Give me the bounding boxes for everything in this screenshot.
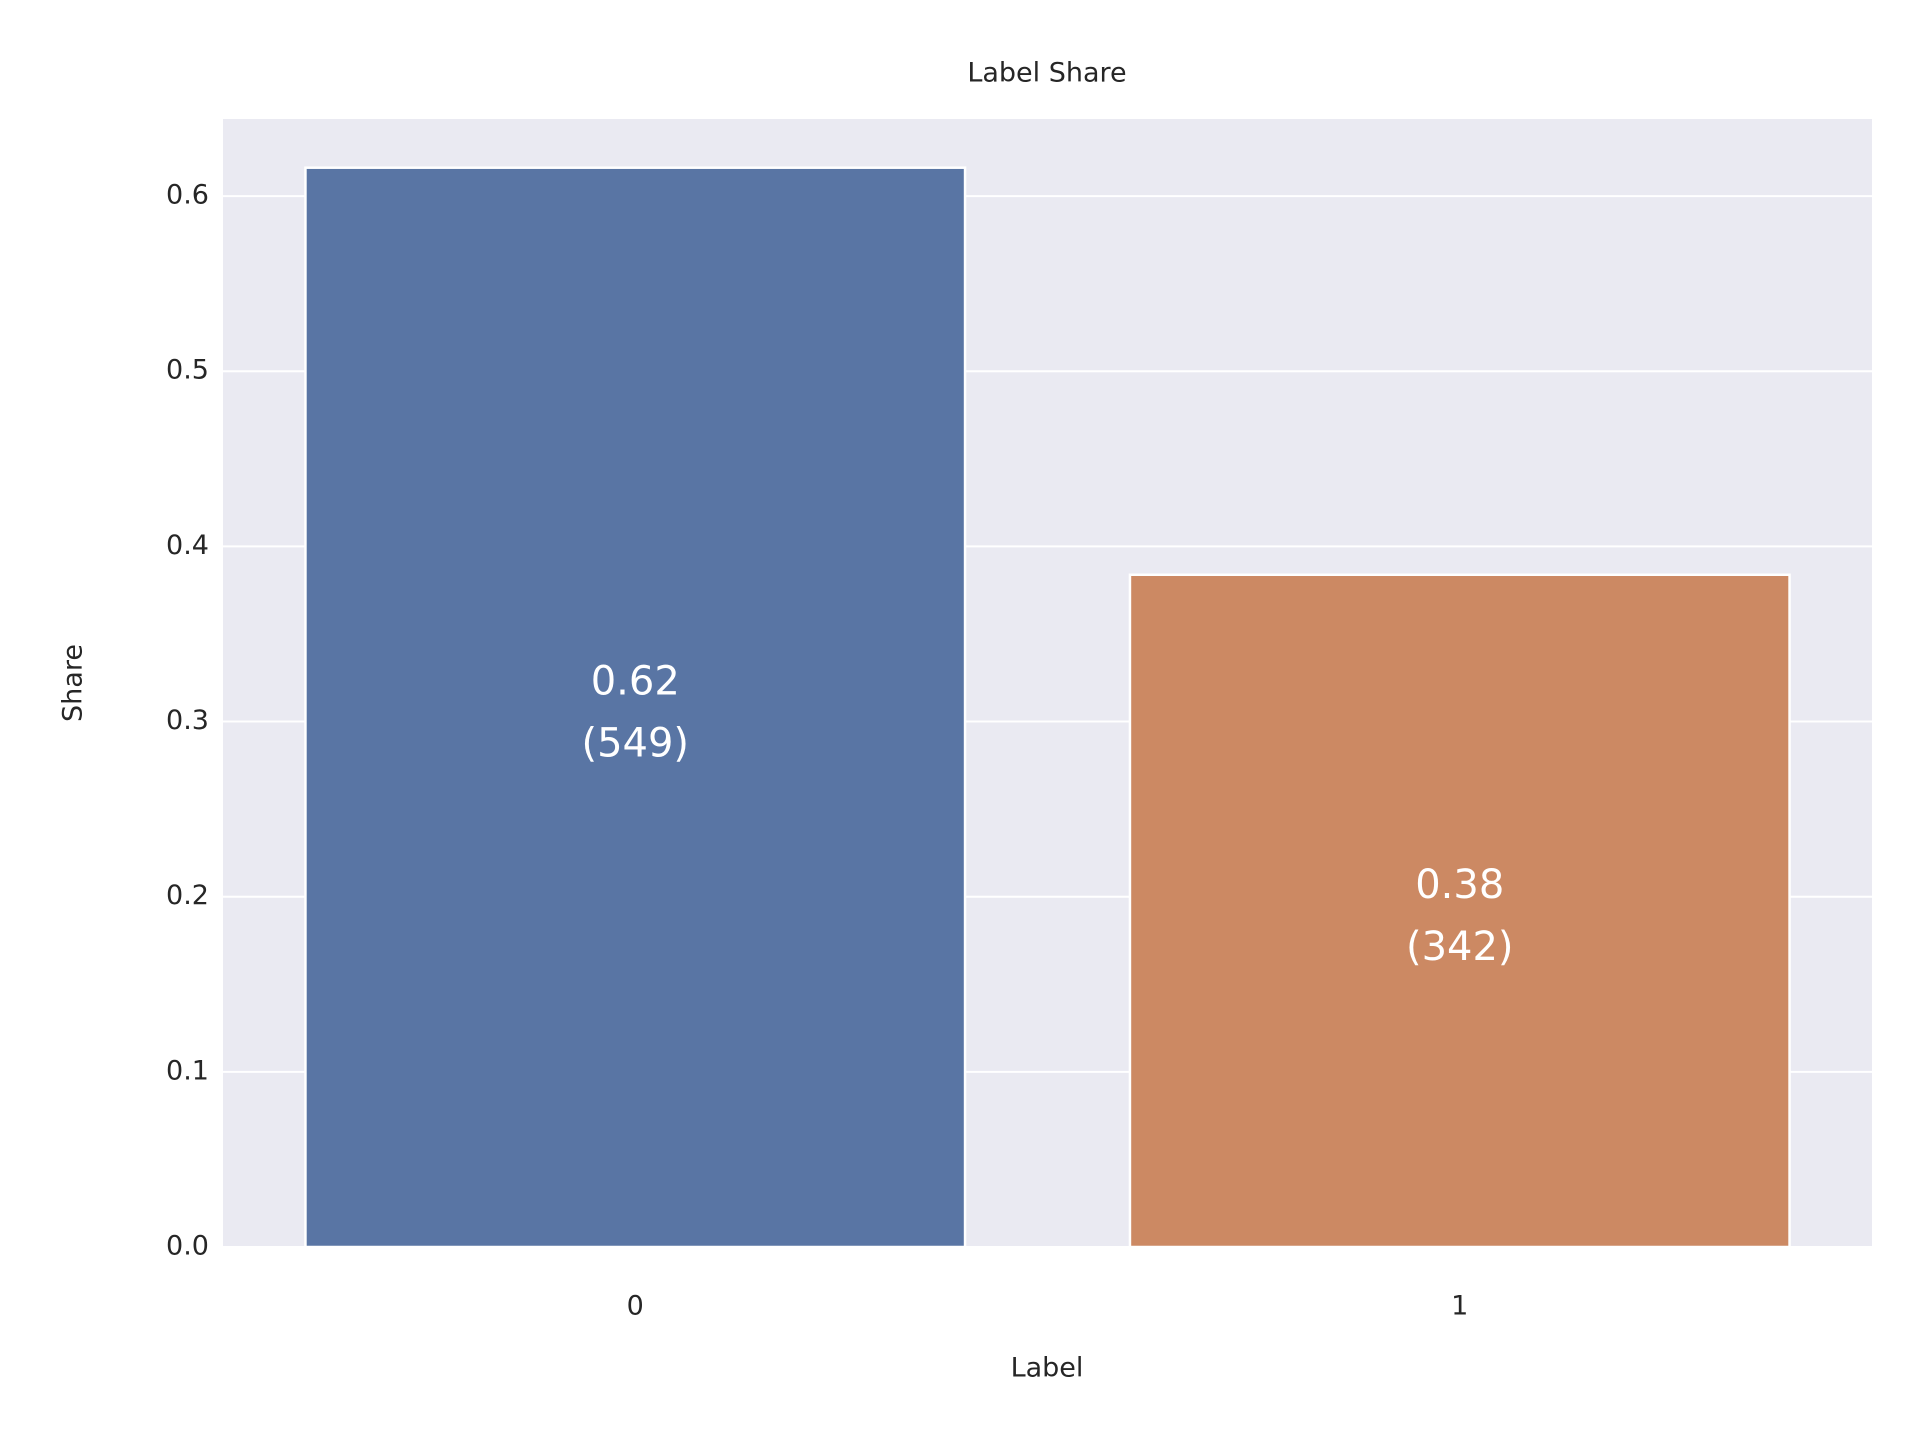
y-tick-label: 0.4 <box>166 530 209 561</box>
count-label: (549) <box>581 720 689 766</box>
y-tick-label: 0.0 <box>166 1231 209 1262</box>
value-label: 0.38 <box>1415 862 1504 908</box>
y-tick-label: 0.3 <box>166 705 209 736</box>
y-tick-label: 0.6 <box>166 180 209 211</box>
value-label: 0.62 <box>591 658 680 704</box>
bar <box>304 166 967 1249</box>
bar <box>1128 573 1791 1249</box>
x-tick-label: 0 <box>627 1291 644 1322</box>
y-axis-label: Share <box>58 644 89 722</box>
x-axis-label: Label <box>1011 1353 1084 1384</box>
y-tick-label: 0.5 <box>166 355 209 386</box>
chart-title: Label Share <box>967 58 1126 89</box>
count-label: (342) <box>1406 924 1514 970</box>
x-tick-label: 1 <box>1451 1291 1468 1322</box>
y-tick-label: 0.1 <box>166 1055 209 1086</box>
y-tick-label: 0.2 <box>166 880 209 911</box>
